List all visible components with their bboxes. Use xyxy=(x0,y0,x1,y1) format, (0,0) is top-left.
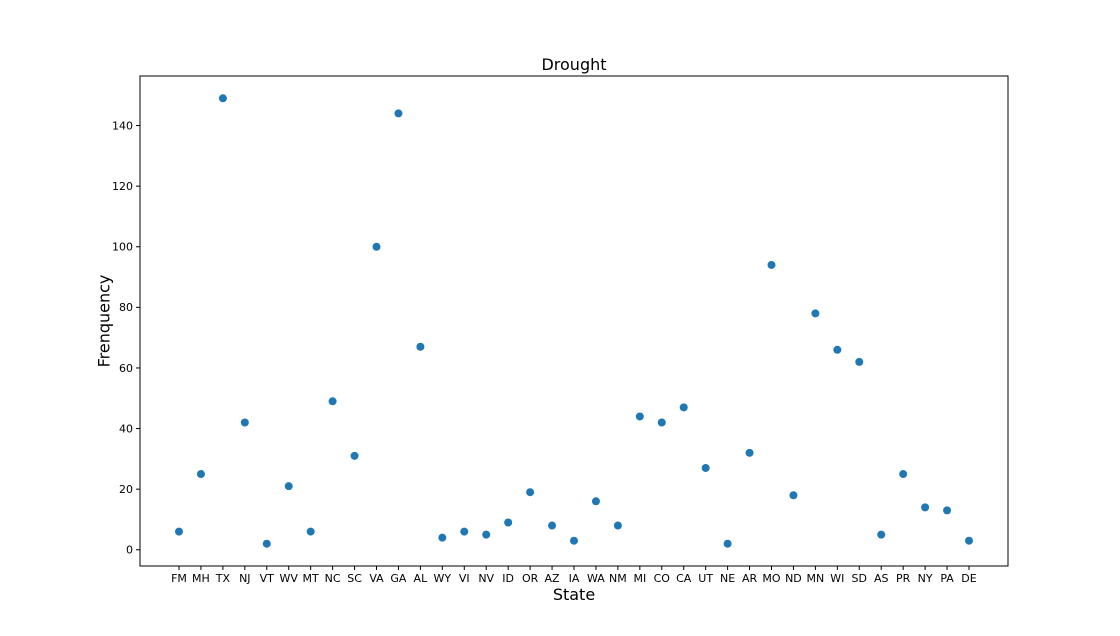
x-tick-label-nc: NC xyxy=(325,572,341,585)
x-tick-label-mi: MI xyxy=(633,572,646,585)
data-point-ia xyxy=(570,536,578,545)
x-tick-label-tx: TX xyxy=(215,572,231,585)
data-point-nv xyxy=(482,530,491,539)
x-tick-label-as: AS xyxy=(874,572,889,585)
x-tick-label-vt: VT xyxy=(260,572,275,585)
data-points xyxy=(175,94,973,548)
x-tick-label-co: CO xyxy=(654,572,671,585)
data-point-sd xyxy=(855,357,864,366)
data-point-tx xyxy=(218,94,227,103)
x-tick-label-pr: PR xyxy=(896,572,911,585)
data-point-wv xyxy=(284,482,293,491)
x-tick-label-nd: ND xyxy=(785,572,802,585)
data-point-nc xyxy=(328,397,337,406)
x-tick-label-de: DE xyxy=(961,572,976,585)
x-axis: FM MH TX NJ VT WV MT NC SC VA GA AL WY VI NV ID OR AZ IA WA… xyxy=(171,566,977,585)
y-tick-label: 20 xyxy=(119,483,133,496)
data-point-ca xyxy=(679,403,688,412)
chart-title: Drought xyxy=(541,55,606,74)
x-tick-label-ga: GA xyxy=(390,572,407,585)
data-point-ga xyxy=(394,109,403,118)
x-tick-label-mt: MT xyxy=(303,572,319,585)
data-point-nd xyxy=(789,491,798,500)
x-tick-label-al: AL xyxy=(414,572,429,585)
data-point-ut xyxy=(701,463,710,472)
data-point-vt xyxy=(262,539,271,548)
data-point-mt xyxy=(306,527,315,536)
data-point-pr xyxy=(899,470,908,479)
x-tick-label-ca: CA xyxy=(676,572,692,585)
data-point-nj xyxy=(240,418,249,427)
data-point-co xyxy=(657,418,666,427)
x-tick-label-mo: MO xyxy=(762,572,780,585)
x-tick-label-pa: PA xyxy=(940,572,954,585)
x-tick-label-nm: NM xyxy=(609,572,627,585)
x-tick-label-fm: FM xyxy=(171,572,187,585)
x-tick-label-az: AZ xyxy=(545,572,561,585)
data-point-wy xyxy=(438,533,447,542)
y-axis: 0 20 40 60 80 100 120 140 xyxy=(112,119,140,557)
x-tick-label-vi: VI xyxy=(459,572,470,585)
data-point-al xyxy=(416,342,425,351)
data-point-de xyxy=(965,536,973,545)
x-tick-label-mn: MN xyxy=(807,572,825,585)
data-point-sc xyxy=(350,451,359,460)
data-point-mn xyxy=(811,309,820,318)
y-tick-label: 60 xyxy=(119,362,133,375)
data-point-ar xyxy=(745,448,754,457)
y-tick-label: 140 xyxy=(112,119,133,132)
x-tick-label-ut: UT xyxy=(698,572,713,585)
x-tick-label-or: OR xyxy=(522,572,539,585)
data-point-ny xyxy=(921,503,930,512)
x-tick-label-va: VA xyxy=(369,572,384,585)
y-tick-label: 120 xyxy=(112,180,133,193)
data-point-ne xyxy=(723,539,732,548)
data-point-id xyxy=(504,518,513,527)
x-tick-label-wi: WI xyxy=(830,572,844,585)
x-tick-label-nv: NV xyxy=(478,572,494,585)
data-point-va xyxy=(372,242,381,251)
data-point-fm xyxy=(175,527,183,536)
x-tick-label-wy: WY xyxy=(434,572,452,585)
y-tick-label: 40 xyxy=(119,422,133,435)
data-point-mi xyxy=(635,412,644,421)
x-tick-label-ny: NY xyxy=(918,572,933,585)
data-point-az xyxy=(548,521,557,530)
y-tick-label: 0 xyxy=(126,544,133,557)
x-tick-label-nj: NJ xyxy=(239,572,250,585)
data-point-vi xyxy=(460,527,469,536)
x-tick-label-id: ID xyxy=(502,572,514,585)
data-point-mo xyxy=(767,260,776,269)
y-axis-label: Frenquency xyxy=(95,275,114,368)
data-point-mh xyxy=(196,470,205,479)
data-point-wa xyxy=(591,497,600,506)
data-point-wi xyxy=(833,345,842,354)
x-tick-label-ia: IA xyxy=(569,572,580,585)
x-tick-label-wv: WV xyxy=(280,572,299,585)
data-point-pa xyxy=(943,506,952,515)
y-tick-label: 100 xyxy=(112,241,133,254)
x-tick-label-sd: SD xyxy=(852,572,867,585)
data-point-or xyxy=(526,488,535,497)
x-tick-label-wa: WA xyxy=(587,572,605,585)
plot-area xyxy=(139,75,1009,567)
data-point-nm xyxy=(613,521,622,530)
x-tick-label-sc: SC xyxy=(347,572,362,585)
y-tick-label: 80 xyxy=(119,301,133,314)
x-tick-label-ne: NE xyxy=(720,572,735,585)
x-axis-label: State xyxy=(553,585,595,604)
x-tick-label-ar: AR xyxy=(742,572,758,585)
data-point-as xyxy=(877,530,886,539)
x-tick-label-mh: MH xyxy=(192,572,210,585)
